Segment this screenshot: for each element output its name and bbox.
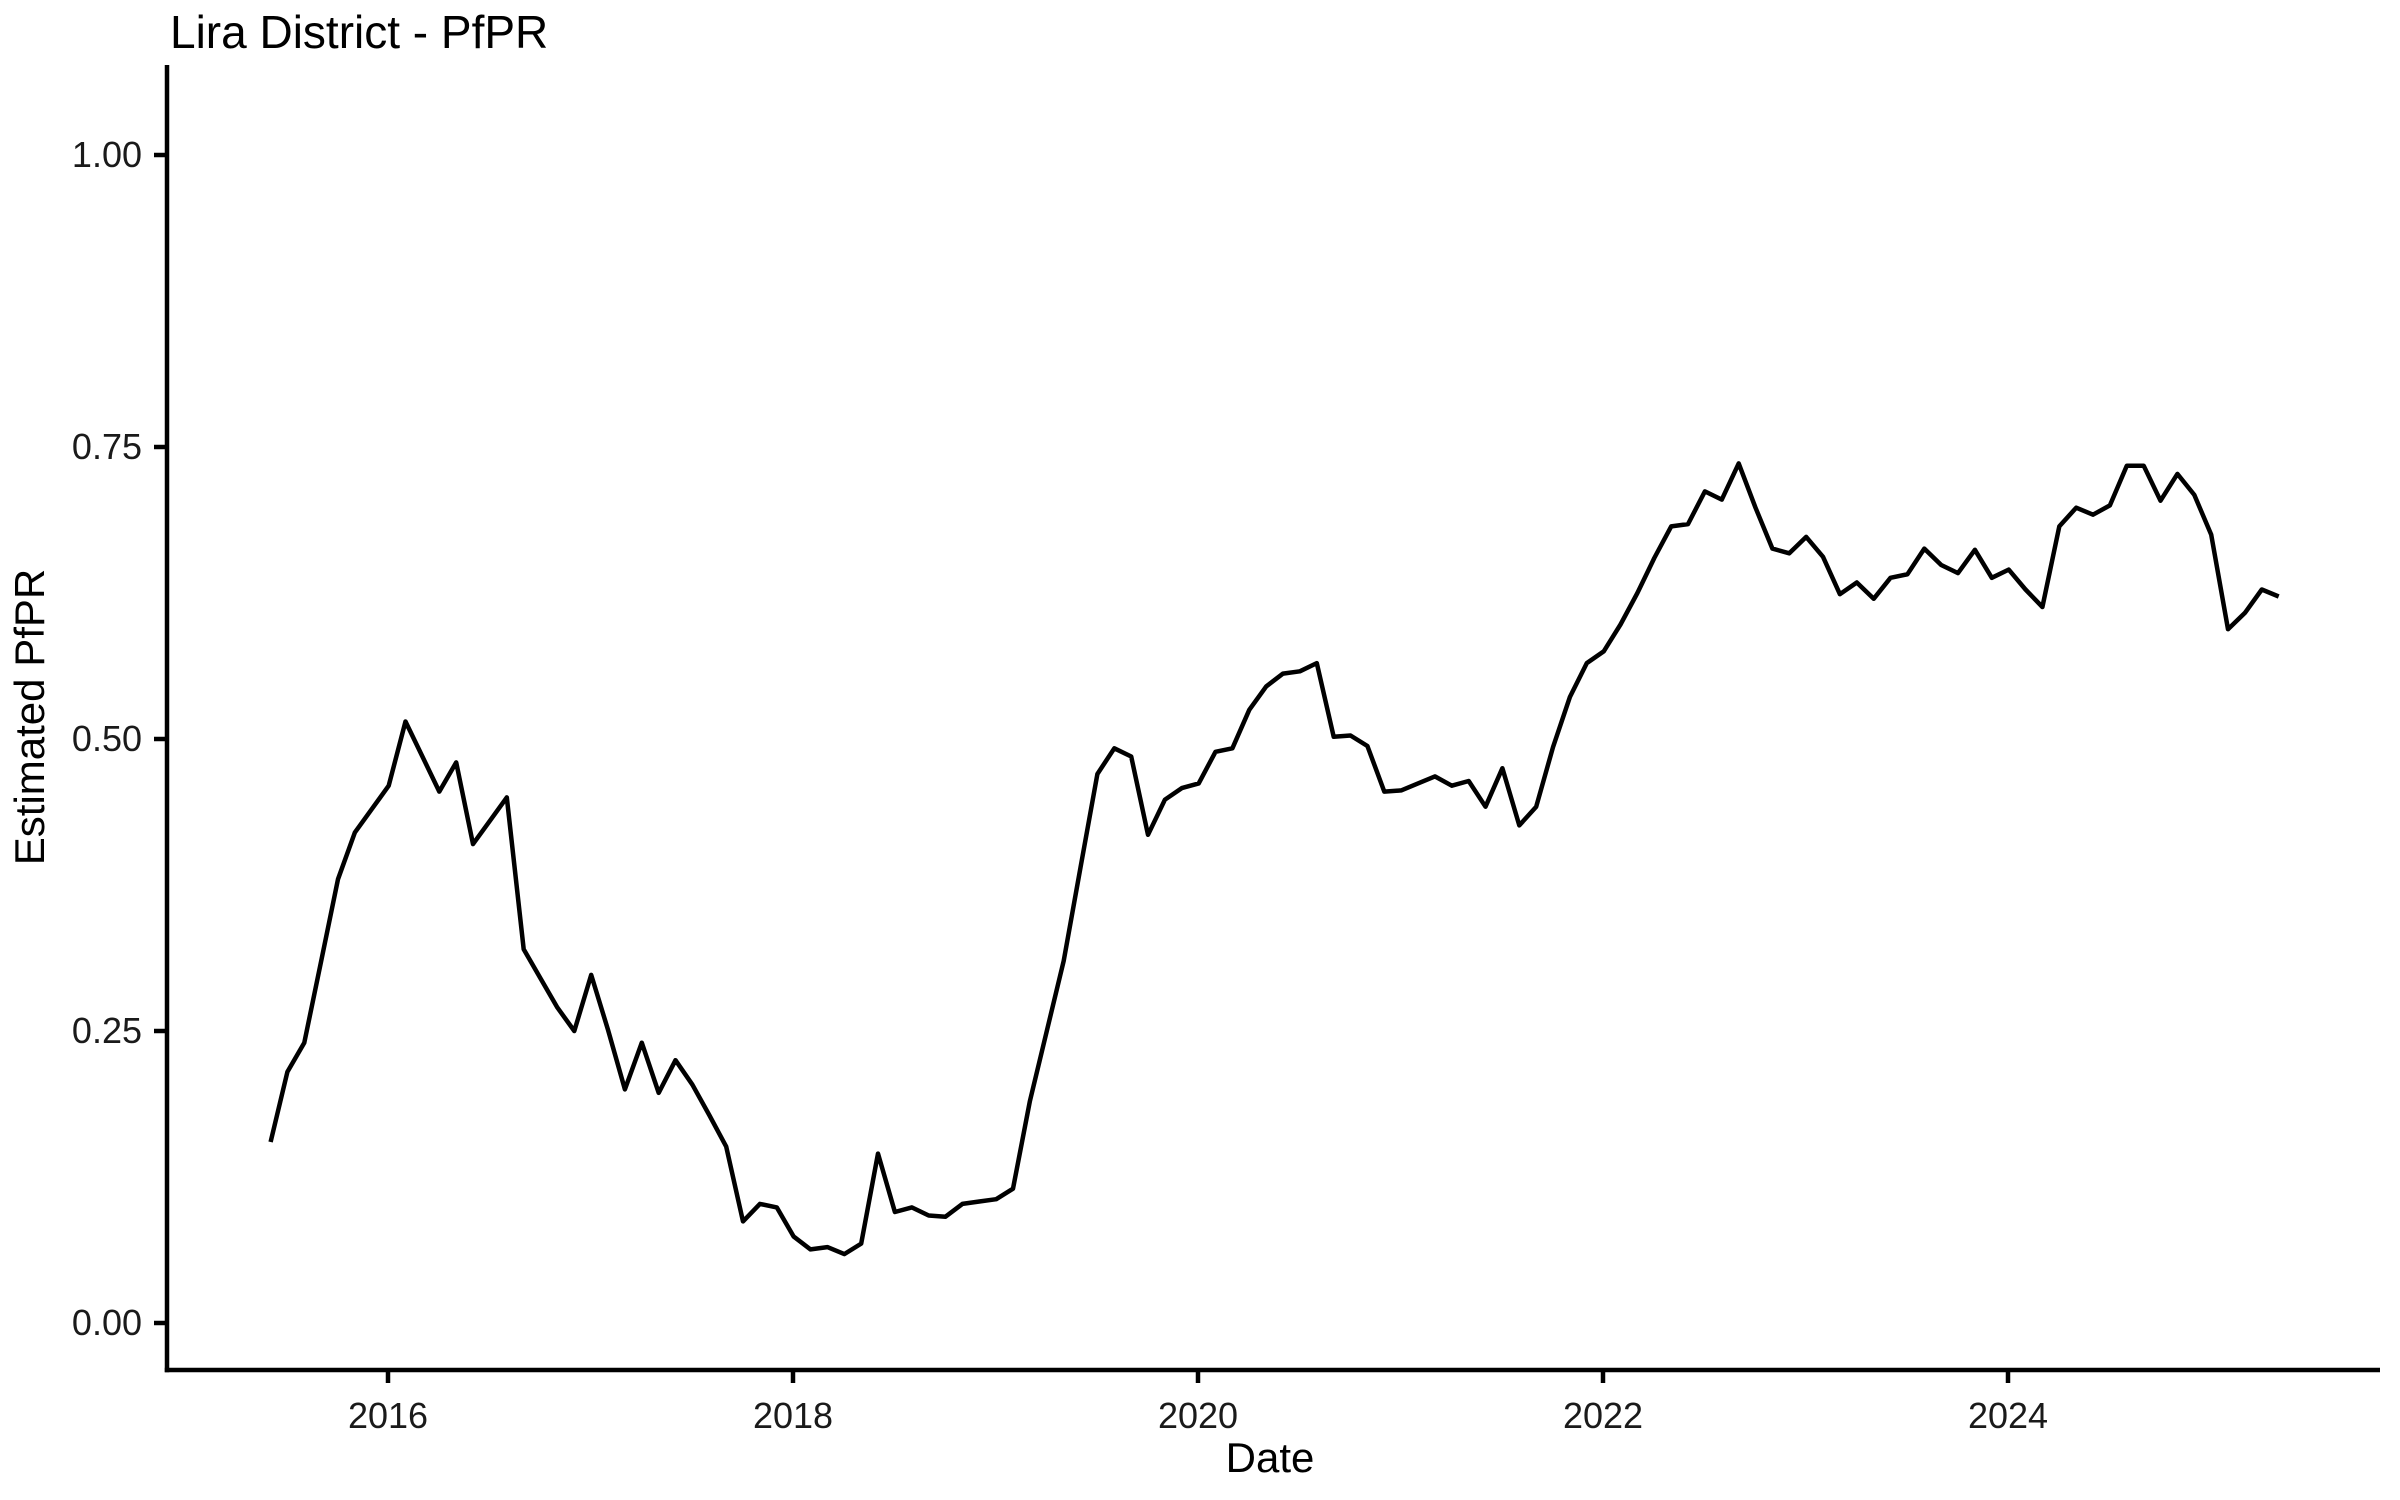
y-tick-label: 0.25: [72, 1010, 142, 1051]
y-axis-label: Estimated PfPR: [6, 569, 53, 865]
y-tick-label: 0.00: [72, 1302, 142, 1343]
y-tick-label: 0.75: [72, 426, 142, 467]
x-axis-label: Date: [1226, 1434, 1315, 1481]
data-series-line: [268, 461, 2280, 1257]
y-tick-label: 0.50: [72, 718, 142, 759]
x-axis: 2016 2018 2020 2022 2024: [164, 1367, 2380, 1436]
x-tick-label: 2016: [348, 1395, 428, 1436]
x-tick-label: 2024: [1968, 1395, 2048, 1436]
chart-title: Lira District - PfPR: [170, 6, 548, 58]
x-tick-label: 2018: [753, 1395, 833, 1436]
x-tick-label: 2022: [1563, 1395, 1643, 1436]
pfpr-series-polyline: [268, 461, 2280, 1257]
x-tick-label: 2020: [1158, 1395, 1238, 1436]
y-tick-label: 1.00: [72, 134, 142, 175]
y-axis: 0.00 0.25 0.50 0.75 1.00: [72, 65, 170, 1373]
